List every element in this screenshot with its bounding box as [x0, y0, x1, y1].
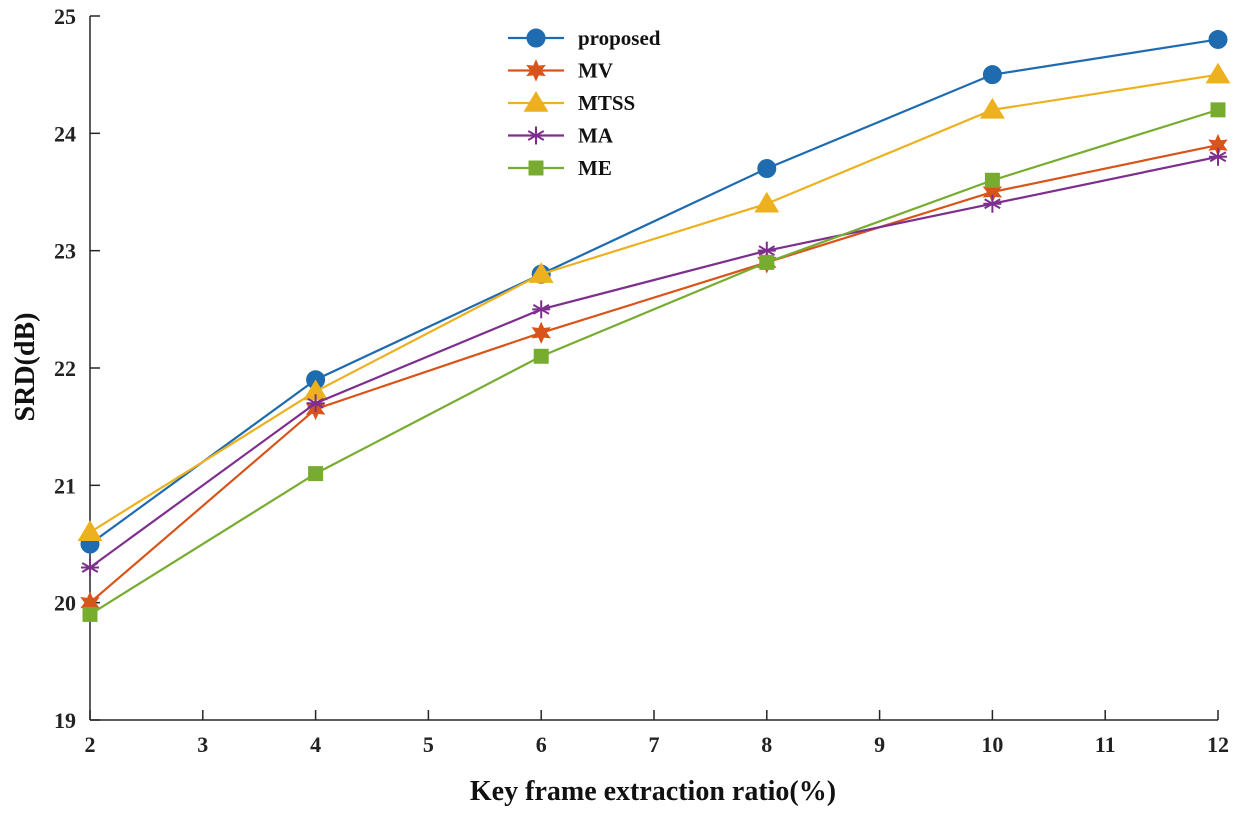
series-line: [89, 143, 1219, 604]
legend-item: MTSS: [508, 91, 635, 115]
x-tick-label: 10: [981, 732, 1003, 757]
data-point: [82, 606, 98, 622]
data-point: [77, 520, 103, 542]
data-point: [533, 348, 549, 364]
y-tick-label: 22: [54, 356, 76, 381]
data-point: [308, 466, 324, 482]
data-point: [754, 191, 780, 213]
x-tick-label: 5: [423, 732, 434, 757]
y-tick-label: 20: [54, 591, 76, 616]
y-tick-label: 19: [54, 708, 76, 733]
axes: [89, 16, 1218, 721]
series-proposed: [80, 29, 1228, 554]
data-point: [757, 159, 777, 179]
series-line: [89, 73, 1219, 534]
data-point: [759, 254, 775, 270]
x-tick-label: 6: [536, 732, 547, 757]
series-line: [89, 108, 1219, 616]
series-ma: [81, 147, 1227, 577]
legend-item: proposed: [508, 26, 661, 50]
series-layer: [77, 29, 1231, 622]
x-tick-label: 4: [310, 732, 321, 757]
data-point: [306, 394, 325, 413]
data-point: [1210, 102, 1226, 118]
x-tick-label: 12: [1207, 732, 1229, 757]
legend-label: MV: [578, 59, 613, 83]
legend-marker: [523, 91, 549, 112]
data-point: [532, 300, 551, 319]
data-point: [1209, 147, 1227, 166]
y-axis-label: SRD(dB): [10, 313, 41, 422]
legend-item: MA: [508, 124, 614, 148]
legend-marker: [526, 59, 546, 82]
series-line: [89, 38, 1219, 545]
x-tick-label: 2: [85, 732, 96, 757]
x-tick-label: 9: [874, 732, 885, 757]
legend: proposed MV MTSS MA ME: [508, 26, 661, 180]
data-point: [81, 558, 99, 577]
series-me: [82, 102, 1226, 622]
data-point: [531, 321, 551, 345]
series-mv: [80, 133, 1228, 614]
legend-marker: [526, 28, 546, 48]
legend-label: proposed: [578, 26, 661, 50]
series-mtss: [77, 62, 1231, 542]
data-point: [979, 97, 1005, 119]
y-tick-label: 23: [54, 239, 76, 264]
y-tick-label: 21: [54, 473, 76, 498]
legend-label: MTSS: [578, 91, 635, 115]
legend-label: MA: [578, 124, 614, 148]
legend-label: ME: [578, 156, 612, 180]
legend-marker: [527, 126, 545, 145]
y-tick-label: 24: [54, 121, 76, 146]
series-line: [89, 155, 1219, 569]
data-point: [982, 65, 1002, 85]
data-point: [983, 194, 1002, 213]
x-tick-label: 11: [1095, 732, 1116, 757]
x-axis-label: Key frame extraction ratio(%): [470, 776, 836, 807]
data-point: [1208, 29, 1228, 49]
legend-item: ME: [508, 156, 612, 180]
x-tick-label: 3: [197, 732, 208, 757]
data-point: [528, 262, 554, 283]
x-tick-label: 8: [761, 732, 772, 757]
data-point: [984, 172, 1000, 188]
y-tick-label: 25: [54, 4, 76, 29]
legend-item: MV: [508, 59, 613, 83]
legend-marker: [528, 160, 544, 176]
data-point: [1205, 62, 1231, 84]
x-tick-label: 7: [649, 732, 660, 757]
